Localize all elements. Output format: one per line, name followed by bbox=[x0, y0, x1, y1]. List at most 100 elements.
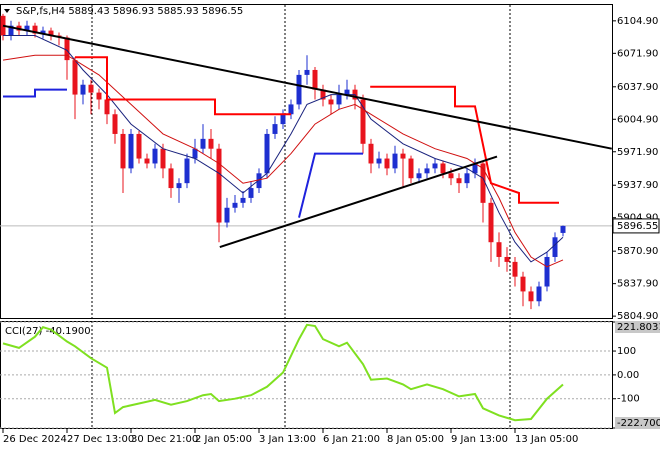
candle-body bbox=[184, 158, 190, 184]
x-tick-label: 30 Dec 21:00 bbox=[131, 434, 198, 445]
candle-body bbox=[336, 94, 342, 105]
candle-body bbox=[80, 84, 86, 95]
candle-body bbox=[88, 84, 94, 93]
candle-body bbox=[288, 104, 294, 115]
candle-body bbox=[208, 138, 214, 149]
candle-body bbox=[200, 138, 206, 149]
y-tick-label: 221.8031 bbox=[617, 322, 660, 333]
candle-body bbox=[504, 256, 510, 262]
x-tick-label: 26 Dec 2024 bbox=[3, 434, 67, 445]
candle-body bbox=[328, 99, 334, 105]
candle-body bbox=[48, 30, 54, 36]
candle-body bbox=[240, 197, 246, 203]
candle-body bbox=[168, 168, 174, 189]
candle-body bbox=[368, 143, 374, 164]
candle-body bbox=[344, 89, 350, 95]
main-frame bbox=[0, 4, 613, 319]
x-tick-label: 8 Jan 05:00 bbox=[387, 434, 444, 445]
y-tick-label: 6004.90 bbox=[617, 114, 658, 125]
last-price-label: 5896.55 bbox=[617, 221, 658, 232]
y-tick-label: 5837.90 bbox=[617, 279, 658, 290]
tick-badge bbox=[615, 321, 660, 333]
x-tick-label: 13 Jan 05:00 bbox=[515, 434, 578, 445]
candle-body bbox=[384, 158, 390, 169]
candle-body bbox=[248, 188, 254, 198]
candle-body bbox=[416, 173, 422, 179]
x-tick-label: 3 Jan 13:00 bbox=[259, 434, 316, 445]
y-tick-label: 5904.90 bbox=[617, 213, 658, 224]
candle-body bbox=[440, 163, 446, 174]
candle-body bbox=[272, 124, 278, 134]
y-tick-label: 6104.90 bbox=[617, 16, 658, 27]
candle-body bbox=[216, 148, 222, 223]
x-tick-label: 9 Jan 13:00 bbox=[451, 434, 508, 445]
candle-body bbox=[24, 25, 30, 31]
y-tick-label: 100 bbox=[617, 346, 636, 357]
menu-arrow bbox=[4, 9, 10, 13]
candle-body bbox=[296, 74, 302, 105]
candle-body bbox=[264, 133, 270, 174]
candle-body bbox=[320, 89, 326, 100]
candle-body bbox=[464, 173, 470, 184]
x-tick-label: 27 Dec 13:00 bbox=[67, 434, 134, 445]
candle-body bbox=[456, 178, 462, 184]
candle-body bbox=[104, 99, 110, 115]
candle-body bbox=[112, 114, 118, 134]
candle-body bbox=[136, 133, 142, 159]
candle-body bbox=[512, 261, 518, 277]
candle-body bbox=[192, 148, 198, 159]
candle-body bbox=[496, 242, 502, 257]
candle-body bbox=[280, 114, 286, 125]
candle-body bbox=[304, 69, 310, 75]
candle-body bbox=[480, 163, 486, 203]
candle-body bbox=[312, 69, 318, 90]
candle-body bbox=[528, 291, 534, 302]
line bbox=[219, 155, 498, 249]
candle-body bbox=[360, 99, 366, 144]
candle-body bbox=[32, 25, 38, 34]
candle-body bbox=[64, 37, 70, 61]
y-tick-label: 5971.90 bbox=[617, 147, 658, 158]
last-price-box bbox=[612, 218, 660, 234]
chart-title: S&P,fs,H4 5889.43 5896.93 5885.93 5896.5… bbox=[16, 6, 243, 17]
candle-body bbox=[128, 133, 134, 169]
candle-body bbox=[376, 158, 382, 164]
y-tick-label: 6037.90 bbox=[617, 82, 658, 93]
y-tick-label: 5870.90 bbox=[617, 246, 658, 257]
x-tick-label: 6 Jan 21:00 bbox=[323, 434, 380, 445]
candle-body bbox=[224, 207, 230, 223]
candle-body bbox=[232, 202, 238, 208]
candle-body bbox=[256, 173, 262, 189]
line bbox=[3, 88, 67, 98]
x-tick-label: 2 Jan 05:00 bbox=[195, 434, 252, 445]
line bbox=[298, 152, 363, 218]
y-tick-label: 6071.90 bbox=[617, 48, 658, 59]
candle-body bbox=[392, 153, 398, 169]
candle-body bbox=[552, 237, 558, 257]
indicator-title: CCI(27) -40.1900 bbox=[5, 326, 91, 337]
line bbox=[370, 85, 559, 204]
candle-body bbox=[448, 173, 454, 179]
candle-body bbox=[8, 25, 14, 36]
candle-body bbox=[0, 15, 6, 36]
candle-body bbox=[488, 202, 494, 243]
candle-body bbox=[40, 30, 46, 34]
line bbox=[75, 56, 291, 116]
candle-body bbox=[96, 92, 102, 100]
candle-body bbox=[120, 133, 126, 169]
line bbox=[2, 323, 564, 422]
y-tick-label: -100 bbox=[617, 394, 640, 405]
candle-body bbox=[536, 286, 542, 302]
y-tick-label: 0.00 bbox=[617, 370, 639, 381]
candle-body bbox=[176, 183, 182, 189]
line bbox=[2, 24, 612, 150]
candle-body bbox=[520, 276, 526, 292]
candle-body bbox=[400, 153, 406, 159]
candle-body bbox=[432, 163, 438, 169]
candle-body bbox=[160, 148, 166, 169]
y-tick-label: 5937.90 bbox=[617, 180, 658, 191]
tick-badge bbox=[615, 417, 660, 429]
candle-body bbox=[544, 256, 550, 287]
